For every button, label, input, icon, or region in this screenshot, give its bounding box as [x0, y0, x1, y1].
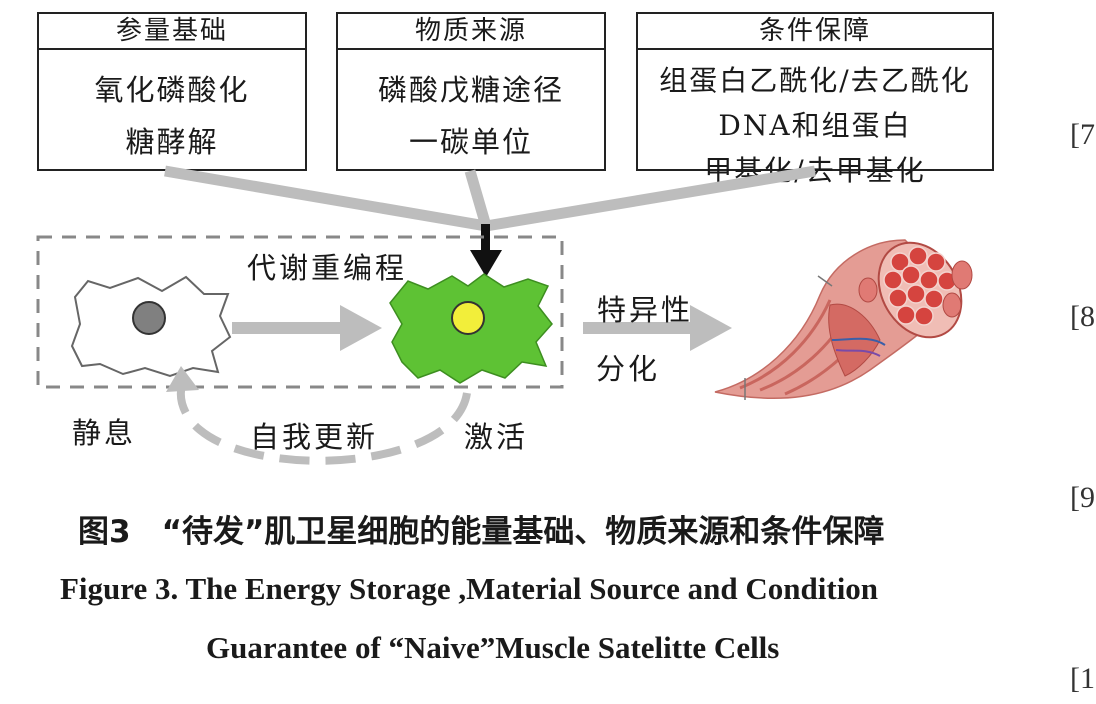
- material-source-line-2: 一碳单位: [408, 125, 533, 159]
- material-source-line-1: 磷酸戊糖途径: [377, 73, 564, 107]
- reference-marker-2: [8: [1070, 300, 1095, 333]
- quiescent-label: 静息: [72, 416, 137, 450]
- reprogramming-arrow: [232, 305, 382, 351]
- specific-label: 特异性: [597, 293, 694, 327]
- diagram-canvas: [36, 165, 973, 465]
- energy-basis-line-2: 糖酵解: [125, 125, 219, 159]
- quiescent-nucleus: [132, 301, 166, 335]
- self-renewal-label: 自我更新: [250, 420, 379, 454]
- converging-lines: [164, 165, 816, 232]
- energy-basis-line-1: 氧化磷酸化: [94, 73, 250, 107]
- condition-guarantee-box: 条件保障 组蛋白乙酰化/去乙酰化 DNA和组蛋白 甲基化/去甲基化: [636, 12, 994, 187]
- reference-marker-4: [1: [1070, 662, 1095, 695]
- differentiation-arrow: [583, 305, 732, 351]
- reference-marker-3: [9: [1070, 481, 1095, 514]
- activated-label: 激活: [464, 420, 529, 454]
- connector-middle: [464, 169, 492, 228]
- material-source-title: 物质来源: [338, 14, 604, 50]
- material-source-box: 物质来源 磷酸戊糖途径 一碳单位: [336, 12, 606, 171]
- self-renewal-curve: [177, 383, 471, 465]
- connector-left: [164, 165, 487, 232]
- condition-guarantee-line-2: DNA和组蛋白: [718, 109, 912, 142]
- dashed-frame: [36, 235, 564, 389]
- energy-basis-title: 参量基础: [39, 14, 305, 50]
- condition-guarantee-title: 条件保障: [638, 14, 992, 50]
- condition-guarantee-line-1: 组蛋白乙酰化/去乙酰化: [659, 64, 971, 97]
- connector-right: [485, 165, 816, 232]
- self-renewal-arrowhead: [166, 366, 199, 392]
- reprogramming-label: 代谢重编程: [247, 251, 408, 285]
- muscle-fiber-illustration: [714, 239, 973, 400]
- caption-english-line-2: Guarantee of “Naive”Muscle Satelitte Cel…: [206, 630, 780, 665]
- differentiate-label: 分化: [596, 352, 661, 386]
- energy-basis-box: 参量基础 氧化磷酸化 糖酵解: [37, 12, 307, 171]
- down-arrow: [470, 224, 502, 277]
- activated-nucleus: [451, 301, 485, 335]
- caption-chinese: 图3 “待发”肌卫星细胞的能量基础、物质来源和条件保障: [78, 514, 885, 550]
- caption-english-line-1: Figure 3. The Energy Storage ,Material S…: [60, 571, 879, 606]
- reference-marker-1: [7: [1070, 118, 1095, 151]
